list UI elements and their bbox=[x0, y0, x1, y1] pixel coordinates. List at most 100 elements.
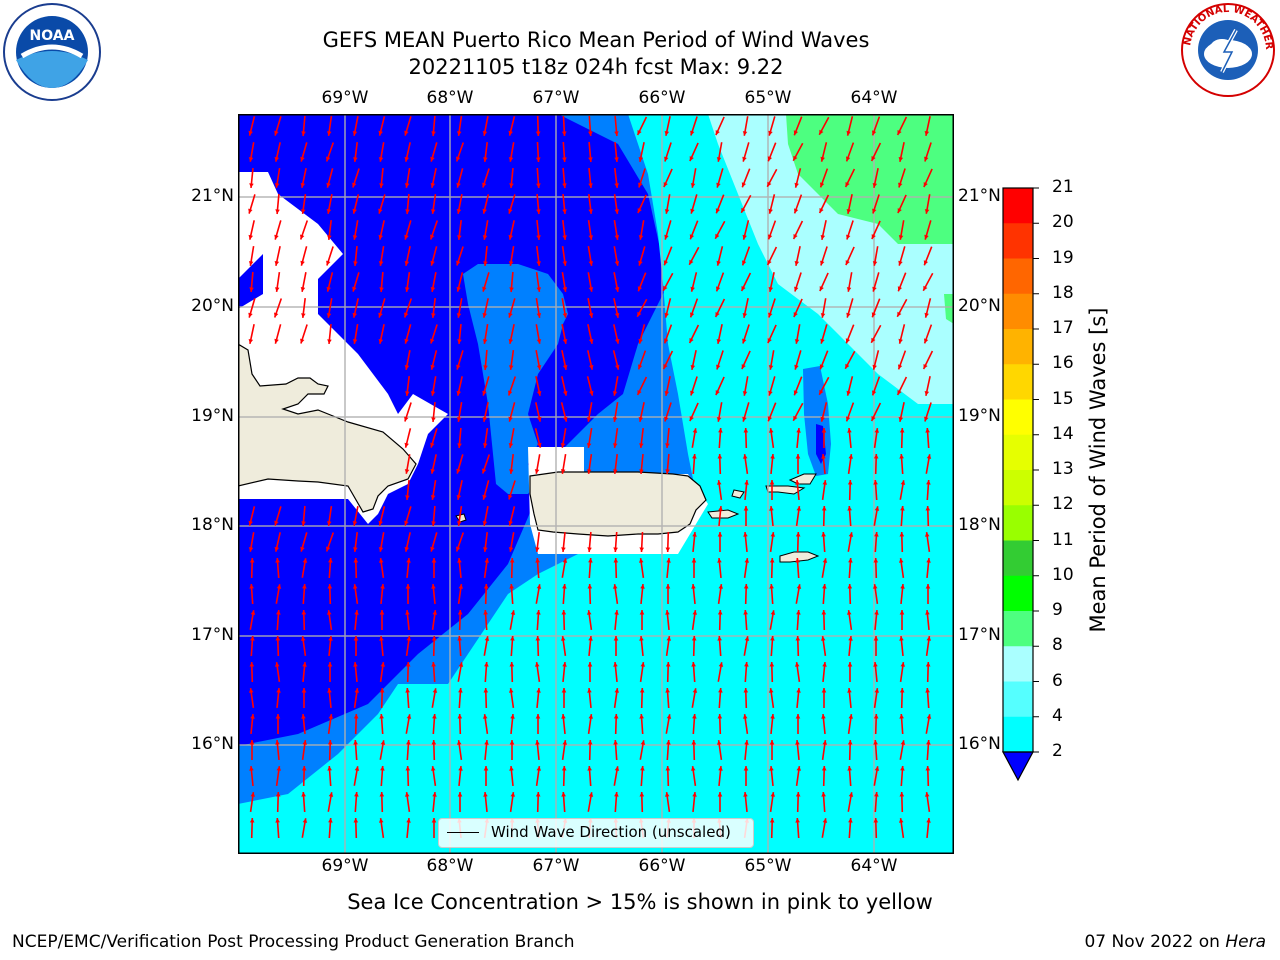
colorbar-tick-label: 16 bbox=[1052, 353, 1074, 374]
wave-direction-arrowhead bbox=[742, 234, 747, 240]
wave-direction-arrowhead bbox=[690, 312, 695, 318]
wind-wave-direction-arrows bbox=[248, 115, 934, 839]
wave-direction-arrowhead bbox=[405, 287, 410, 292]
wave-direction-arrowhead bbox=[796, 428, 801, 433]
wave-direction-arrowhead bbox=[458, 688, 463, 693]
wave-direction-arrowhead bbox=[767, 181, 772, 187]
wave-direction-arrowhead bbox=[898, 235, 904, 240]
colorbar-tick-label: 18 bbox=[1052, 282, 1074, 303]
wave-direction-arrowhead bbox=[537, 442, 542, 448]
wave-direction-arrowhead bbox=[770, 532, 775, 537]
land-hispaniola bbox=[238, 343, 417, 513]
wave-direction-arrowhead bbox=[562, 287, 568, 292]
wave-direction-arrowhead bbox=[588, 183, 593, 188]
wave-direction-arrowhead bbox=[665, 688, 670, 693]
wave-direction-arrowhead bbox=[874, 766, 880, 771]
wave-direction-arrowhead bbox=[456, 364, 461, 370]
wave-direction-arrowhead bbox=[456, 260, 461, 266]
wave-direction-arrowhead bbox=[769, 766, 774, 771]
wave-direction-arrowhead bbox=[847, 506, 852, 511]
wave-direction-arrowhead bbox=[874, 428, 879, 433]
wave-direction-arrowhead bbox=[406, 740, 411, 745]
wave-direction-arrowhead bbox=[664, 234, 669, 240]
wave-direction-arrowhead bbox=[717, 610, 723, 615]
wave-direction-arrowhead bbox=[562, 235, 567, 240]
wave-direction-arrowhead bbox=[820, 338, 825, 344]
wave-direction-arrowhead bbox=[637, 208, 642, 214]
wave-direction-arrowhead bbox=[430, 156, 435, 162]
wave-direction-arrowhead bbox=[250, 636, 255, 641]
lat-label-left: 21°N bbox=[191, 186, 234, 206]
wave-direction-arrowhead bbox=[561, 766, 567, 771]
wave-direction-arrowhead bbox=[300, 287, 306, 292]
wave-direction-arrowhead bbox=[768, 312, 773, 318]
wave-direction-arrowhead bbox=[431, 740, 437, 745]
wave-direction-arrowhead bbox=[613, 443, 618, 448]
colorbar-swatch bbox=[1003, 681, 1033, 718]
lon-label-top: 65°W bbox=[744, 88, 792, 108]
wave-direction-arrowhead bbox=[820, 156, 825, 162]
wave-direction-arrowhead bbox=[404, 234, 409, 240]
wave-direction-arrowhead bbox=[275, 714, 281, 719]
wave-direction-arrowhead bbox=[925, 532, 930, 537]
wave-direction-arrowhead bbox=[588, 235, 593, 240]
wave-direction-arrowhead bbox=[587, 547, 592, 552]
wave-direction-arrowhead bbox=[588, 131, 593, 136]
wave-direction-arrowhead bbox=[250, 714, 255, 719]
wave-direction-arrowhead bbox=[562, 365, 568, 370]
wave-direction-arrowhead bbox=[379, 688, 385, 693]
wave-direction-arrowhead bbox=[874, 532, 879, 537]
wave-direction-arrowhead bbox=[663, 182, 668, 188]
wave-direction-arrowhead bbox=[379, 792, 385, 797]
wave-direction-arrowhead bbox=[871, 416, 876, 421]
wave-direction-arrowhead bbox=[717, 480, 722, 485]
wave-direction-arrowhead bbox=[665, 547, 671, 552]
wave-direction-arrowhead bbox=[613, 662, 618, 667]
wave-direction-arrowhead bbox=[431, 558, 437, 563]
wave-direction-arrowhead bbox=[354, 688, 359, 693]
wave-direction-arrowhead bbox=[899, 792, 905, 797]
wave-direction-arrowhead bbox=[249, 558, 255, 563]
wave-direction-arrowhead bbox=[301, 313, 306, 318]
wave-direction-arrowhead bbox=[639, 714, 644, 719]
wave-direction-arrowhead bbox=[588, 792, 594, 797]
wave-direction-arrowhead bbox=[535, 558, 540, 563]
wave-direction-arrowhead bbox=[873, 584, 878, 589]
wave-direction-arrowhead bbox=[275, 792, 281, 797]
wave-direction-arrowhead bbox=[405, 391, 410, 396]
wave-direction-arrowhead bbox=[249, 740, 255, 745]
wave-direction-arrowhead bbox=[561, 688, 567, 693]
wave-direction-arrowhead bbox=[741, 364, 746, 370]
wave-direction-arrowhead bbox=[924, 416, 929, 422]
wave-direction-arrowhead bbox=[535, 131, 541, 136]
wave-direction-arrowhead bbox=[614, 183, 619, 188]
colorbar-tick-label: 2 bbox=[1052, 741, 1063, 761]
wave-direction-arrowhead bbox=[508, 390, 513, 396]
wave-direction-arrowhead bbox=[899, 454, 904, 459]
wave-direction-arrowhead bbox=[482, 235, 488, 240]
wave-direction-arrowhead bbox=[615, 364, 620, 370]
sea-ice-note: Sea Ice Concentration > 15% is shown in … bbox=[347, 890, 933, 914]
wave-direction-arrowhead bbox=[664, 209, 670, 214]
wave-direction-arrowhead bbox=[483, 584, 489, 589]
wave-direction-arrowhead bbox=[793, 234, 798, 239]
lon-label-top: 66°W bbox=[638, 88, 686, 108]
wave-direction-arrowhead bbox=[640, 662, 645, 667]
wave-direction-arrowhead bbox=[326, 209, 332, 214]
wave-direction-arrowhead bbox=[768, 130, 773, 136]
wave-direction-arrowhead bbox=[249, 183, 254, 188]
wave-direction-arrowhead bbox=[871, 156, 876, 161]
colorbar-tick-label: 14 bbox=[1052, 423, 1074, 444]
wave-direction-arrowhead bbox=[691, 636, 697, 641]
wave-direction-arrowhead bbox=[690, 208, 695, 214]
wave-direction-arrowhead bbox=[508, 312, 513, 318]
wave-direction-arrowhead bbox=[458, 584, 463, 589]
wave-direction-arrowhead bbox=[404, 130, 409, 136]
wave-direction-arrowhead bbox=[926, 558, 931, 563]
wave-direction-arrowhead bbox=[666, 714, 672, 719]
wave-direction-arrowhead bbox=[535, 792, 541, 797]
wave-direction-arrowhead bbox=[457, 443, 462, 448]
wave-direction-arrowhead bbox=[274, 234, 279, 240]
wave-direction-arrowhead bbox=[848, 454, 853, 459]
wave-direction-arrowhead bbox=[561, 714, 566, 719]
